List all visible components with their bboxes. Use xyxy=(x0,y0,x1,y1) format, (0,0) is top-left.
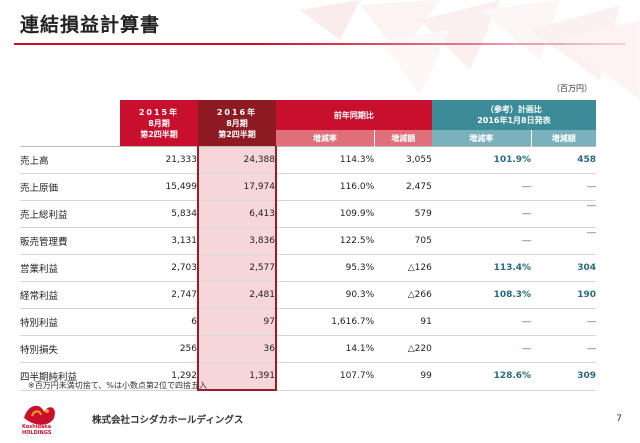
table-row: 売上高 21,333 24,388 114.3% 3,055 101.9% 45… xyxy=(20,146,596,174)
value-2015: 15,499 xyxy=(120,173,198,201)
plan-rate: ― xyxy=(431,200,532,228)
value-2015: 6 xyxy=(120,308,198,336)
yoy-rate: 109.9% xyxy=(276,200,375,228)
row-label: 販売管理費 xyxy=(20,227,120,255)
unit-label: （百万円） xyxy=(552,84,592,93)
table-row: 販売管理費 3,131 3,836 122.5% 705 ― ― xyxy=(20,227,596,255)
value-2016: 2,577 xyxy=(197,254,277,282)
plan-rate: 101.9% xyxy=(431,146,532,174)
row-label: 特別利益 xyxy=(20,308,120,336)
plan-amount: 190 xyxy=(531,281,596,309)
plan-rate: 113.4% xyxy=(431,254,532,282)
yoy-amount: 705 xyxy=(374,227,432,255)
plan-rate: ― xyxy=(431,227,532,255)
value-2015: 5,834 xyxy=(120,200,198,228)
plan-rate: 128.6% xyxy=(431,362,532,391)
plan-amount: ― xyxy=(531,308,596,336)
header-2016: 2016年 8月期 第2四半期 xyxy=(198,100,276,147)
yoy-amount: 99 xyxy=(374,362,432,391)
header-prev-rate: 増減率 xyxy=(276,130,375,147)
company-name: 株式会社コシダカホールディングス xyxy=(92,415,244,426)
row-label: 経常利益 xyxy=(20,281,120,309)
value-2016: 2,481 xyxy=(197,281,277,309)
value-2016: 97 xyxy=(197,308,277,336)
plan-amount: ― xyxy=(531,200,596,228)
plan-rate: ― xyxy=(431,335,532,363)
row-label: 四半期純利益 xyxy=(20,362,120,391)
value-2015: 2,747 xyxy=(120,281,198,309)
header-plan-comparison: （参考）計画比 2016年1月8日発表 xyxy=(431,100,596,130)
yoy-rate: 107.7% xyxy=(276,362,375,391)
value-2015: 256 xyxy=(120,335,198,363)
value-2016: 3,836 xyxy=(197,227,277,255)
yoy-rate: 116.0% xyxy=(276,173,375,201)
header-plan-amount: 増減額 xyxy=(530,130,596,147)
value-2016: 36 xyxy=(197,335,277,363)
yoy-rate: 1,616.7% xyxy=(276,308,375,336)
yoy-amount: 91 xyxy=(374,308,432,336)
yoy-amount: 2,475 xyxy=(374,173,432,201)
yoy-amount: △126 xyxy=(374,254,432,282)
row-label: 特別損失 xyxy=(20,335,120,363)
value-2015: 1,292 xyxy=(120,362,198,391)
plan-amount: 304 xyxy=(531,254,596,282)
logo-text: Koshidaka HOLDINGS xyxy=(22,424,52,436)
company-logo-icon xyxy=(24,405,55,425)
plan-amount: ― xyxy=(531,173,596,201)
footnote: ※百万円未満切捨て、%は小数点第2位で四捨五入 xyxy=(28,381,207,390)
header-blank xyxy=(20,100,120,147)
yoy-rate: 114.3% xyxy=(276,146,375,174)
value-2015: 3,131 xyxy=(120,227,198,255)
table-row: 特別利益 6 97 1,616.7% 91 ― ― xyxy=(20,308,596,336)
table-row: 経常利益 2,747 2,481 90.3% △266 108.3% 190 xyxy=(20,281,596,309)
value-2015: 21,333 xyxy=(120,146,198,174)
plan-rate: ― xyxy=(431,308,532,336)
header-prev-amount: 増減額 xyxy=(373,130,432,147)
row-label: 売上高 xyxy=(20,146,120,174)
yoy-amount: 579 xyxy=(374,200,432,228)
plan-amount: 458 xyxy=(531,146,596,174)
header-prev-year-comparison: 前年同期比 xyxy=(276,100,432,130)
yoy-amount: △220 xyxy=(374,335,432,363)
value-2016: 17,974 xyxy=(197,173,277,201)
yoy-amount: 3,055 xyxy=(374,146,432,174)
row-label: 売上総利益 xyxy=(20,200,120,228)
yoy-rate: 122.5% xyxy=(276,227,375,255)
plan-rate: ― xyxy=(431,173,532,201)
yoy-amount: △266 xyxy=(374,281,432,309)
row-label: 売上原価 xyxy=(20,173,120,201)
yoy-rate: 14.1% xyxy=(276,335,375,363)
table-row: 売上原価 15,499 17,974 116.0% 2,475 ― ― xyxy=(20,173,596,201)
value-2016: 24,388 xyxy=(197,146,277,174)
value-2015: 2,703 xyxy=(120,254,198,282)
plan-rate: 108.3% xyxy=(431,281,532,309)
title-underline xyxy=(14,43,626,45)
table-row: 特別損失 256 36 14.1% △220 ― ― xyxy=(20,335,596,363)
header-plan-rate: 増減率 xyxy=(431,130,532,147)
page-title: 連結損益計算書 xyxy=(20,14,161,36)
header-2015: 2015年 8月期 第2四半期 xyxy=(120,100,198,147)
plan-amount: ― xyxy=(531,227,596,255)
income-statement-table: 2015年 8月期 第2四半期 2016年 8月期 第2四半期 前年同期比 （参… xyxy=(20,100,596,391)
yoy-rate: 90.3% xyxy=(276,281,375,309)
plan-amount: ― xyxy=(531,335,596,363)
yoy-rate: 95.3% xyxy=(276,254,375,282)
value-2016: 6,413 xyxy=(197,200,277,228)
page-number: 7 xyxy=(616,414,622,424)
value-2016: 1,391 xyxy=(197,362,277,391)
table-row: 営業利益 2,703 2,577 95.3% △126 113.4% 304 xyxy=(20,254,596,282)
table-row: 売上総利益 5,834 6,413 109.9% 579 ― ― xyxy=(20,200,596,228)
plan-amount: 309 xyxy=(531,362,596,391)
table-row: 四半期純利益 1,292 1,391 107.7% 99 128.6% 309 xyxy=(20,362,596,391)
row-label: 営業利益 xyxy=(20,254,120,282)
